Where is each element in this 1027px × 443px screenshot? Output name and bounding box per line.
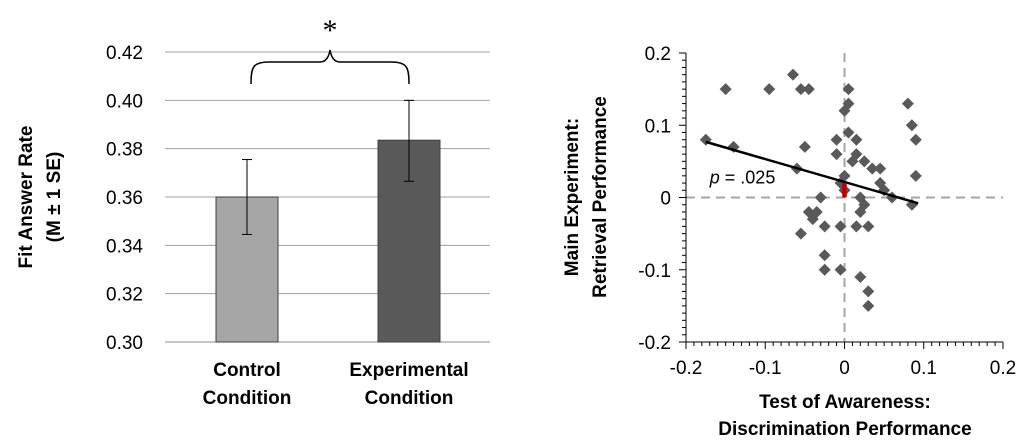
scatter-point [838,169,851,182]
scatter-point [719,83,732,96]
x-axis-title-line: Test of Awareness: [759,392,931,413]
y-axis-title-line: Main Experiment: [562,118,583,276]
scatter-point [763,83,776,96]
scatter-point [866,162,879,175]
bar-chart-category-labels: Control Condition Experimental Condition [203,360,469,409]
category-label-line: Control [213,360,281,381]
significance-brace [250,49,410,85]
category-label: Control Condition [203,360,292,409]
scatter-point [818,263,831,276]
y-tick-label: 0.32 [106,285,143,306]
p-value-symbol: p [709,168,720,188]
x-axis-title: Test of Awareness: Discrimination Perform… [718,392,971,440]
x-tick-label: -0.2 [670,358,703,379]
scatter-labels: -0.2 -0.1 0 0.1 0.2 -0.2 -0.1 0 0.1 0.2 p = .025 Te… [562,44,1016,440]
category-label-line: Condition [203,388,292,409]
x-tick-label: 0 [839,358,850,379]
scatter-point [802,83,815,96]
scatter-point [854,270,867,283]
significance-bracket: * [250,14,410,85]
bar-chart-y-tick-labels: 0.30 0.32 0.34 0.36 0.38 0.40 0.42 [106,43,143,354]
scatter-point [850,133,863,146]
y-axis-title-line: Fit Answer Rate [16,126,37,269]
scatter-point [834,263,847,276]
y-tick-label: 0.36 [106,188,143,209]
scatter-point [862,285,875,298]
x-tick-label: -0.1 [749,358,782,379]
bar-chart-error-bars [242,99,414,235]
y-axis-title-line: (M ± 1 SE) [44,152,65,243]
scatter-point [794,83,807,96]
scatter-point [862,299,875,312]
scatter-point [862,220,875,233]
scatter-point [810,205,823,218]
p-value-text: = .025 [720,168,776,188]
scatter-point [842,97,855,110]
y-axis-title-line: Retrieval Performance [590,96,611,298]
category-label-line: Condition [365,388,454,409]
y-tick-label: 0.30 [106,333,143,354]
y-tick-label: 0.42 [106,43,143,64]
x-tick-label: 0.2 [990,358,1016,379]
y-tick-label: -0.2 [638,333,671,354]
scatter-point [850,220,863,233]
bar-chart-bars [215,139,441,343]
scatter-point [850,148,863,161]
scatter-point [858,155,871,168]
y-tick-label: 0.40 [106,91,143,112]
scatter-chart-panel: -0.2 -0.1 0 0.1 0.2 -0.2 -0.1 0 0.1 0.2 p = .025 Te… [562,44,1016,440]
scatter-point [909,169,922,182]
y-tick-label: 0.2 [645,44,671,65]
scatter-point [830,133,843,146]
scatter-point [909,133,922,146]
scatter-point [842,83,855,96]
x-tick-label: 0.1 [911,358,937,379]
y-tick-label: 0.1 [645,116,671,137]
scatter-point [901,97,914,110]
scatter-point [818,220,831,233]
scatter-point [905,119,918,132]
y-tick-label: 0.38 [106,140,143,161]
category-label: Experimental Condition [349,360,468,409]
y-tick-label: -0.1 [638,261,671,282]
scatter-point [794,227,807,240]
x-axis-title-line: Discrimination Performance [718,419,971,440]
scatter-point [858,198,871,211]
scatter-point [834,220,847,233]
scatter-point [814,191,827,204]
scatter-point [842,126,855,139]
scatter-point [786,68,799,81]
p-value-annotation: p = .025 [709,168,776,188]
scatter-trend-line [705,140,919,205]
scatter-point [830,148,843,161]
y-axis-title: Fit Answer Rate (M ± 1 SE) [16,126,65,269]
scatter-point [818,249,831,262]
bar-chart-gridlines [165,51,490,343]
bar-chart-panel: 0.30 0.32 0.34 0.36 0.38 0.40 0.42 Control Cond… [16,14,490,409]
category-label-line: Experimental [349,360,468,381]
y-axis-title: Main Experiment: Retrieval Performance [562,96,611,298]
scatter-point [798,140,811,153]
scatter-points [699,68,922,312]
scatter-point [874,162,887,175]
trend-line [705,140,919,205]
scatter-axes [679,52,1004,349]
y-tick-label: 0 [660,189,671,210]
bar-chart-y-axis-title: Fit Answer Rate (M ± 1 SE) [16,126,65,269]
significance-star: * [323,14,338,47]
y-tick-label: 0.34 [106,236,143,257]
